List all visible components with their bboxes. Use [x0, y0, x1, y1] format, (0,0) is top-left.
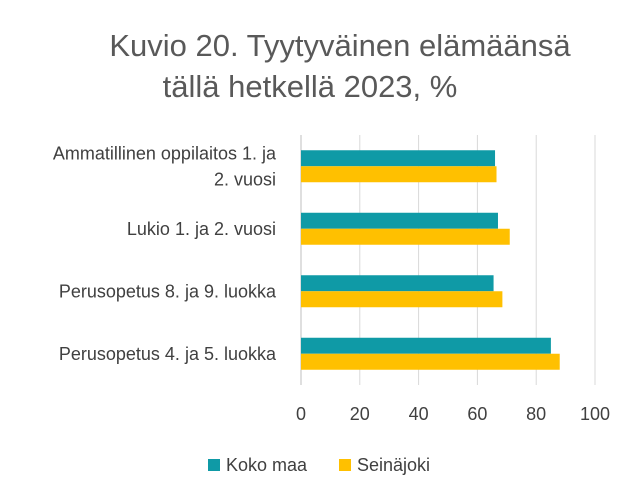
- bar-sein-joki-3: [301, 353, 560, 370]
- bar-koko-maa-1: [301, 212, 498, 229]
- bar-koko-maa-3: [301, 337, 551, 354]
- category-label: Lukio 1. ja 2. vuosi: [127, 219, 276, 239]
- category-label: 2. vuosi: [214, 169, 276, 189]
- x-axis-tick-labels: 0 20 40 60 80 100: [296, 404, 610, 424]
- category-label: Ammatillinen oppilaitos 1. ja: [53, 143, 277, 163]
- chart-title: Kuvio 20. Tyytyväinen elämäänsä tällä he…: [109, 28, 571, 104]
- x-tick-label: 60: [467, 404, 487, 424]
- category-label: Perusopetus 8. ja 9. luokka: [59, 281, 277, 301]
- bar-koko-maa-0: [301, 150, 496, 167]
- bar-sein-joki-2: [301, 291, 503, 308]
- x-tick-label: 100: [580, 404, 610, 424]
- x-tick-label: 40: [409, 404, 429, 424]
- legend: Koko maa Seinäjoki: [208, 455, 430, 475]
- category-label: Perusopetus 4. ja 5. luokka: [59, 344, 277, 364]
- legend-label: Seinäjoki: [357, 455, 430, 475]
- legend-swatch: [208, 459, 220, 471]
- bar-sein-joki-1: [301, 228, 510, 245]
- bars: [301, 150, 560, 370]
- chart-title-line-1: Kuvio 20. Tyytyväinen elämäänsä: [109, 28, 571, 63]
- category-labels: Ammatillinen oppilaitos 1. ja 2. vuosi Luk…: [53, 143, 277, 364]
- x-tick-label: 20: [350, 404, 370, 424]
- legend-label: Koko maa: [226, 455, 308, 475]
- chart-title-line-2: tällä hetkellä 2023, %: [163, 69, 458, 104]
- x-tick-label: 80: [526, 404, 546, 424]
- x-tick-label: 0: [296, 404, 306, 424]
- bar-koko-maa-2: [301, 275, 494, 292]
- legend-swatch: [339, 459, 351, 471]
- bar-sein-joki-0: [301, 166, 497, 183]
